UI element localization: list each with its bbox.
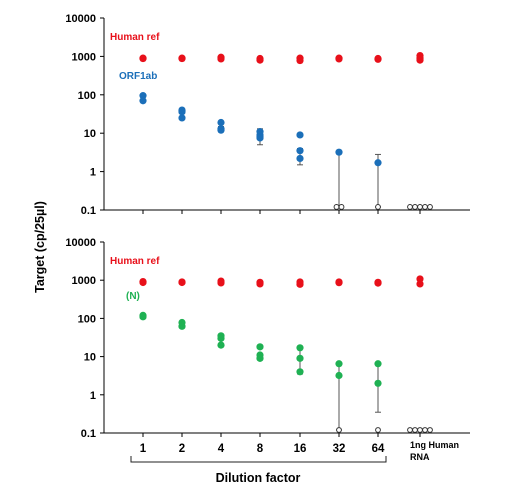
annotation-series: (N) (126, 291, 140, 302)
y-tick-label: 10000 (65, 13, 96, 25)
data-point (217, 55, 225, 63)
data-point (375, 204, 381, 210)
data-point (417, 427, 423, 433)
data-point (335, 148, 343, 156)
y-tick-label: 10000 (65, 237, 96, 249)
x-tick-label: 2 (179, 443, 185, 455)
data-point (422, 204, 428, 210)
y-tick-label: 10 (84, 352, 96, 364)
data-point (256, 354, 264, 362)
y-tick-label: 100 (78, 313, 96, 325)
x-tick-label: 16 (294, 443, 307, 455)
x-axis-label: Dilution factor (216, 471, 301, 485)
data-point (412, 204, 418, 210)
data-point (335, 55, 343, 63)
data-point (139, 92, 147, 100)
annotation-human-ref: Human ref (110, 32, 160, 43)
data-point (412, 427, 418, 433)
data-point (375, 427, 381, 433)
x-tick-label: 8 (257, 443, 264, 455)
data-point (139, 313, 147, 321)
data-point (178, 54, 186, 63)
data-point (374, 55, 382, 63)
data-point (296, 344, 304, 352)
data-point (335, 360, 343, 368)
data-point (217, 126, 225, 134)
data-point (427, 204, 433, 210)
y-tick-label: 0.1 (81, 205, 96, 217)
y-tick-label: 0.1 (81, 428, 96, 440)
data-point (256, 343, 264, 351)
data-point (296, 354, 304, 362)
data-point (217, 334, 225, 342)
y-tick-label: 1 (90, 390, 96, 402)
data-point (217, 118, 225, 127)
y-axis-label: Target (cp/25µl) (33, 201, 47, 293)
data-point (139, 278, 147, 287)
data-point (333, 204, 340, 210)
x-tick-label: 1 (140, 443, 147, 455)
data-point (374, 159, 382, 167)
dilution-bracket (130, 456, 387, 463)
data-point (416, 275, 424, 283)
data-point (256, 134, 264, 142)
data-point (374, 379, 382, 387)
data-point (296, 56, 304, 65)
y-tick-label: 10 (84, 128, 96, 140)
data-point (336, 427, 342, 433)
data-point (178, 114, 186, 122)
data-point (296, 131, 304, 139)
data-point (178, 108, 186, 116)
data-point (416, 56, 424, 64)
data-point (417, 204, 423, 210)
data-point (139, 97, 147, 105)
data-point (427, 427, 433, 433)
y-tick-label: 100 (78, 90, 96, 102)
data-point (296, 280, 304, 288)
data-point (139, 54, 147, 63)
x-tick-label: 1ng Human (410, 440, 459, 450)
data-point (338, 204, 345, 210)
data-point (416, 280, 424, 288)
data-point (422, 427, 428, 433)
data-point (407, 427, 413, 433)
y-tick-label: 1 (90, 167, 96, 179)
annotation-series: ORF1ab (119, 71, 157, 82)
data-point (335, 279, 343, 287)
data-point (335, 371, 343, 380)
x-tick-label: 4 (218, 443, 225, 455)
y-tick-label: 1000 (72, 275, 96, 287)
data-point (217, 279, 225, 287)
data-point (374, 360, 382, 368)
x-tick-label: 32 (333, 443, 346, 455)
panel-n-gene: 0.1 1 10 100 1000 10000 1 2 4 8 16 32 64 1ng Human RNA… (65, 237, 470, 462)
data-point (296, 147, 304, 155)
annotation-human-ref: Human ref (110, 256, 160, 267)
data-point (178, 322, 186, 330)
data-point (256, 56, 264, 64)
data-point (407, 204, 413, 210)
data-point (296, 368, 304, 376)
data-point (296, 154, 304, 163)
x-tick-label: RNA (410, 452, 430, 462)
data-point (374, 279, 382, 287)
data-point (256, 280, 264, 288)
data-point (217, 341, 225, 349)
panel-orf1ab: 0.1 1 10 100 1000 10000 Human ref ORF1ab (65, 13, 470, 217)
y-tick-label: 1000 (72, 51, 96, 63)
data-point (178, 278, 186, 287)
x-tick-label: 64 (372, 443, 385, 455)
